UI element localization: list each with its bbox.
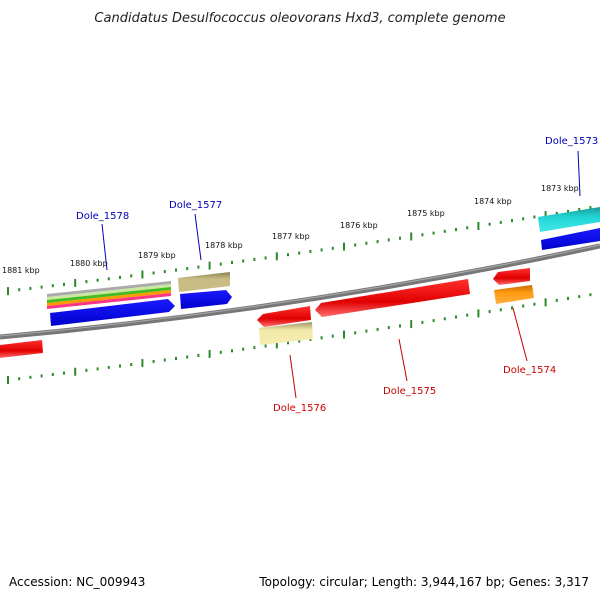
gene-dole-1577[interactable]: [178, 272, 232, 309]
accession-text: Accession: NC_009943: [9, 575, 145, 589]
tick-label: 1881 kbp: [2, 266, 40, 275]
gene-label-dole-1577[interactable]: Dole_1577: [169, 200, 222, 211]
tick-label: 1875 kbp: [407, 209, 445, 218]
gene-label-dole-1575[interactable]: Dole_1575: [383, 386, 436, 397]
gene-label-dole-1573[interactable]: Dole_1573: [545, 136, 598, 147]
tick-label: 1879 kbp: [138, 251, 176, 260]
tick-label: 1878 kbp: [205, 241, 243, 250]
gene-dole-1573[interactable]: [538, 207, 600, 250]
gene-partial-left[interactable]: [0, 340, 43, 358]
gene-label-dole-1574[interactable]: Dole_1574: [503, 365, 556, 376]
callout-lines: [101, 150, 581, 399]
gene-label-dole-1578[interactable]: Dole_1578: [76, 211, 129, 222]
gene-label-dole-1576[interactable]: Dole_1576: [273, 403, 326, 414]
tick-label: 1877 kbp: [272, 232, 310, 241]
scale-labels: 1873 kbp 1874 kbp 1875 kbp 1876 kbp 1877…: [2, 184, 579, 275]
map-title: Candidatus Desulfococcus oleovorans Hxd3…: [94, 11, 505, 26]
gene-dole-1575[interactable]: [315, 279, 470, 317]
gene-dole-1576[interactable]: [257, 306, 313, 345]
genome-backbone: [0, 243, 600, 340]
forward-tick-row: [7, 206, 592, 296]
tick-label: 1874 kbp: [474, 197, 512, 206]
tick-label: 1880 kbp: [70, 259, 108, 268]
gene-dole-1578[interactable]: [47, 281, 175, 326]
tick-label: 1873 kbp: [541, 184, 579, 193]
tick-label: 1876 kbp: [340, 221, 378, 230]
topology-text: Topology: circular; Length: 3,944,167 bp…: [258, 575, 589, 589]
gene-dole-1574[interactable]: [493, 268, 534, 304]
reverse-tick-row: [7, 293, 592, 384]
